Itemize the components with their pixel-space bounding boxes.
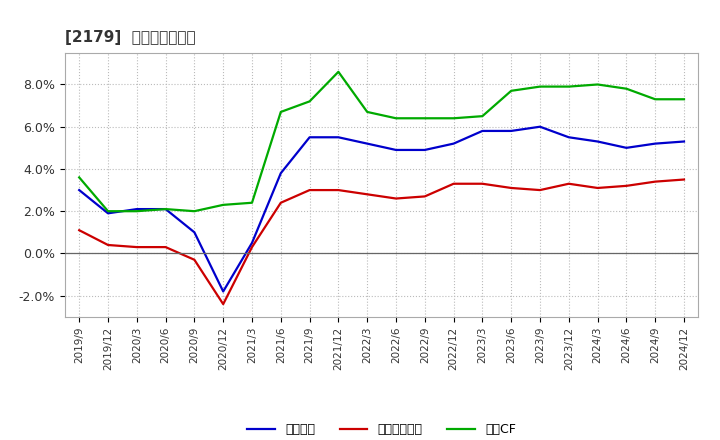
営業CF — [104, 209, 112, 214]
当期経常利益 — [564, 181, 573, 187]
営業CF — [334, 69, 343, 74]
営業CF — [276, 109, 285, 114]
営業CF — [622, 86, 631, 92]
営業CF — [680, 97, 688, 102]
経常利益 — [248, 240, 256, 246]
当期経常利益 — [132, 245, 141, 250]
当期経常利益 — [276, 200, 285, 205]
営業CF — [420, 116, 429, 121]
経常利益 — [219, 289, 228, 294]
当期経常利益 — [507, 185, 516, 191]
Line: 当期経常利益: 当期経常利益 — [79, 180, 684, 304]
当期経常利益 — [392, 196, 400, 201]
営業CF — [161, 206, 170, 212]
経常利益 — [651, 141, 660, 146]
経常利益 — [276, 171, 285, 176]
経常利益 — [449, 141, 458, 146]
営業CF — [651, 97, 660, 102]
営業CF — [478, 114, 487, 119]
当期経常利益 — [219, 301, 228, 307]
経常利益 — [75, 187, 84, 193]
当期経常利益 — [593, 185, 602, 191]
経常利益 — [334, 135, 343, 140]
営業CF — [449, 116, 458, 121]
営業CF — [564, 84, 573, 89]
営業CF — [190, 209, 199, 214]
経常利益 — [680, 139, 688, 144]
営業CF — [363, 109, 372, 114]
当期経常利益 — [248, 245, 256, 250]
Line: 経常利益: 経常利益 — [79, 127, 684, 291]
当期経常利益 — [190, 257, 199, 262]
経常利益 — [593, 139, 602, 144]
経常利益 — [536, 124, 544, 129]
経常利益 — [392, 147, 400, 153]
当期経常利益 — [161, 245, 170, 250]
経常利益 — [507, 128, 516, 134]
経常利益 — [132, 206, 141, 212]
営業CF — [75, 175, 84, 180]
当期経常利益 — [651, 179, 660, 184]
Legend: 経常利益, 当期経常利益, 営業CF: 経常利益, 当期経常利益, 営業CF — [248, 423, 516, 436]
経常利益 — [420, 147, 429, 153]
Text: [2179]  マージンの推移: [2179] マージンの推移 — [65, 29, 195, 45]
当期経常利益 — [334, 187, 343, 193]
経常利益 — [622, 145, 631, 150]
営業CF — [248, 200, 256, 205]
経常利益 — [363, 141, 372, 146]
営業CF — [219, 202, 228, 208]
当期経常利益 — [420, 194, 429, 199]
経常利益 — [478, 128, 487, 134]
経常利益 — [161, 206, 170, 212]
経常利益 — [190, 230, 199, 235]
当期経常利益 — [75, 227, 84, 233]
営業CF — [392, 116, 400, 121]
当期経常利益 — [363, 192, 372, 197]
営業CF — [132, 209, 141, 214]
経常利益 — [305, 135, 314, 140]
当期経常利益 — [104, 242, 112, 248]
経常利益 — [564, 135, 573, 140]
営業CF — [593, 82, 602, 87]
当期経常利益 — [622, 183, 631, 188]
当期経常利益 — [449, 181, 458, 187]
営業CF — [507, 88, 516, 93]
Line: 営業CF: 営業CF — [79, 72, 684, 211]
当期経常利益 — [680, 177, 688, 182]
経常利益 — [104, 211, 112, 216]
当期経常利益 — [305, 187, 314, 193]
当期経常利益 — [478, 181, 487, 187]
営業CF — [305, 99, 314, 104]
営業CF — [536, 84, 544, 89]
当期経常利益 — [536, 187, 544, 193]
